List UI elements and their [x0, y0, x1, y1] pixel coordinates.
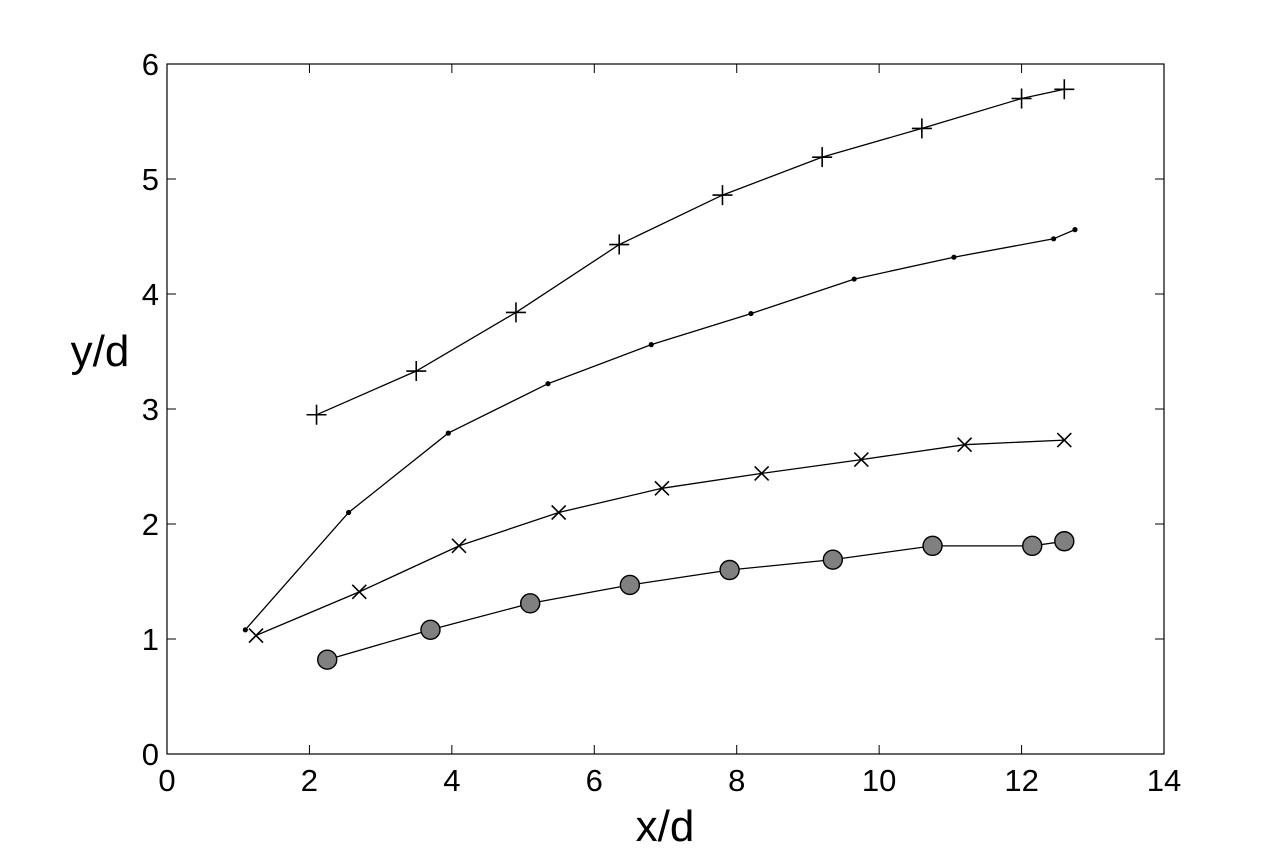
data-point-x — [1056, 432, 1072, 448]
axis-ticks — [166, 63, 1165, 755]
data-point-plus — [505, 302, 526, 323]
data-point-plus — [712, 185, 733, 206]
y-tick-label: 5 — [142, 162, 159, 197]
data-point-circle — [519, 593, 541, 614]
data-point-x — [754, 465, 770, 481]
x-tick-label: 6 — [586, 763, 603, 798]
data-point-x — [248, 627, 264, 644]
x-tick-label: 8 — [728, 763, 745, 798]
data-point-dot — [1072, 227, 1078, 233]
x-tick-label: 4 — [443, 763, 460, 798]
data-point-dot — [445, 430, 451, 436]
y-tick-label: 3 — [142, 392, 159, 427]
data-point-x — [551, 504, 567, 521]
x-tick-label: 10 — [862, 763, 896, 798]
y-tick-label: 6 — [142, 47, 159, 82]
data-point-dot — [748, 310, 754, 317]
y-tick-label: 2 — [142, 507, 159, 542]
data-point-plus — [609, 234, 630, 255]
data-point-x — [451, 538, 467, 554]
series-markers — [242, 79, 1078, 670]
x-axis-label: x/d — [636, 802, 695, 851]
data-point-dot — [951, 254, 957, 260]
data-point-x — [853, 452, 869, 468]
data-point-circle — [420, 619, 441, 640]
data-point-dot — [345, 509, 352, 516]
plot-area — [166, 63, 1165, 755]
x-tick-label: 12 — [1004, 763, 1038, 798]
data-point-circle — [619, 574, 641, 596]
data-point-circle — [1054, 531, 1075, 552]
data-point-circle — [1022, 535, 1043, 557]
data-point-plus — [1011, 88, 1032, 109]
data-point-circle — [822, 549, 844, 570]
data-point-circle — [317, 649, 338, 670]
y-axis-label: y/d — [71, 327, 130, 376]
y-tick-label: 1 — [142, 622, 159, 657]
series-line-2 — [244, 229, 1076, 631]
x-tick-label: 14 — [1147, 763, 1181, 798]
data-point-dot — [648, 342, 654, 348]
y-tick-label: 4 — [142, 277, 159, 312]
data-point-plus — [1054, 79, 1075, 100]
data-point-x — [351, 584, 367, 600]
data-point-dot — [1051, 236, 1057, 242]
data-point-x — [654, 480, 670, 496]
data-point-plus — [306, 404, 327, 425]
x-tick-label: 2 — [301, 763, 318, 798]
data-point-plus — [911, 118, 932, 139]
data-point-x — [957, 437, 973, 453]
y-tick-label: 0 — [142, 737, 159, 772]
data-point-circle — [719, 559, 740, 581]
data-point-dot — [242, 627, 248, 633]
data-point-plus — [406, 361, 427, 382]
data-point-plus — [812, 147, 833, 168]
data-point-circle — [922, 535, 943, 557]
data-point-dot — [851, 276, 857, 282]
data-point-dot — [545, 381, 551, 387]
x-tick-label: 0 — [158, 763, 175, 798]
